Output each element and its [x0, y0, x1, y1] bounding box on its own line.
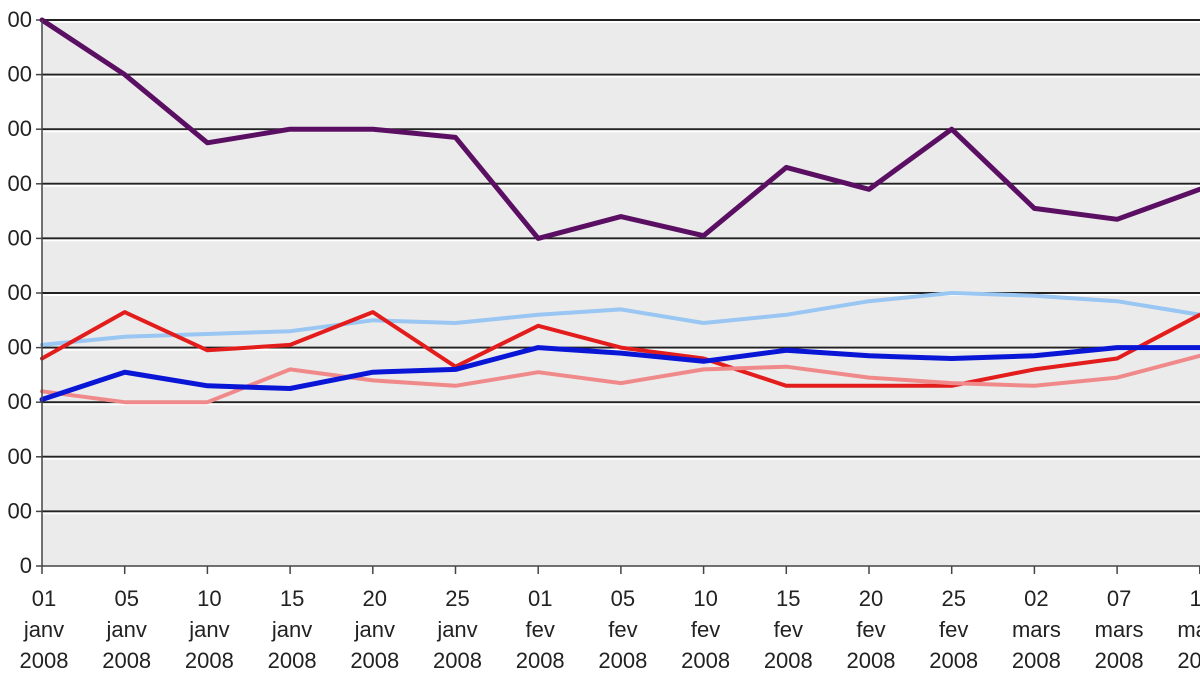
x-tick-label-line: 2008 — [102, 648, 151, 673]
x-tick-label-line: 01 — [32, 586, 56, 611]
x-tick-label-line: 05 — [114, 586, 138, 611]
x-tick-label-line: janv — [436, 617, 477, 642]
x-tick-label-line: 20 — [859, 586, 883, 611]
y-tick-label: 00 — [8, 335, 32, 360]
x-tick-label-line: 2008 — [929, 648, 978, 673]
y-tick-label: 00 — [8, 171, 32, 196]
x-tick-label-line: janv — [23, 617, 64, 642]
x-tick-label-line: 10 — [693, 586, 717, 611]
x-tick-label-line: 2008 — [433, 648, 482, 673]
x-tick-label-line: mars — [1177, 617, 1200, 642]
x-tick-label-line: 2008 — [1095, 648, 1144, 673]
x-tick-label-line: fev — [939, 617, 968, 642]
x-tick-label-line: 20 — [363, 586, 387, 611]
x-tick-label: 20 fev 2008 — [847, 586, 896, 673]
x-tick-label-line: 02 — [1024, 586, 1048, 611]
series-lines — [39, 17, 1200, 405]
y-tick-label: 00 — [8, 116, 32, 141]
x-tick-label-line: fev — [856, 617, 885, 642]
y-tick-label: 00 — [8, 498, 32, 523]
x-tick-label-line: fev — [774, 617, 803, 642]
series-line-2 — [40, 291, 1200, 347]
x-tick-label-line: 2008 — [1177, 648, 1200, 673]
x-tick-label: 15 fev 2008 — [764, 586, 813, 673]
x-tick-label-line: fev — [526, 617, 555, 642]
x-tick-label: 07 mars 2008 — [1095, 586, 1144, 673]
series-line-4 — [40, 353, 1200, 405]
x-tick-label-line: 2008 — [268, 648, 317, 673]
x-tick-label-line: 25 — [445, 586, 469, 611]
x-tick-label-line: 2008 — [847, 648, 896, 673]
x-tick-label-line: 2008 — [598, 648, 647, 673]
x-tick-label-line: fev — [608, 617, 637, 642]
series-line-5 — [39, 345, 1200, 402]
x-tick-label: 01 fev 2008 — [516, 586, 565, 673]
x-tick-label: 05 fev 2008 — [598, 586, 647, 673]
x-tick-label-line: 15 — [776, 586, 800, 611]
x-tick-label-line: 2008 — [20, 648, 69, 673]
x-tick-label-line: 2008 — [350, 648, 399, 673]
x-tick-label-line: 2008 — [185, 648, 234, 673]
x-tick-label-line: 12 — [1190, 586, 1200, 611]
series-line-1 — [39, 17, 1200, 241]
x-tick-label-line: 10 — [197, 586, 221, 611]
x-tick-label-line: janv — [188, 617, 229, 642]
x-tick-label: 25 janv 2008 — [433, 586, 482, 673]
x-tick-label-line: 25 — [941, 586, 965, 611]
x-tick-label: 02 mars 2008 — [1012, 586, 1061, 673]
x-tick-label-line: fev — [691, 617, 720, 642]
x-tick-label-line: 15 — [280, 586, 304, 611]
x-tick-label-line: janv — [271, 617, 312, 642]
y-tick-label: 00 — [8, 62, 32, 87]
x-tick-label: 25 fev 2008 — [929, 586, 978, 673]
x-tick-label: 20 janv 2008 — [350, 586, 399, 673]
x-tick-label-line: mars — [1012, 617, 1061, 642]
x-tick-label-line: 2008 — [681, 648, 730, 673]
x-tick-label: 01 janv 2008 — [20, 586, 69, 673]
y-tick-label: 00 — [8, 389, 32, 414]
x-tick-label: 05 janv 2008 — [102, 586, 151, 673]
x-axis-ticks: 01 janv 2008 05 janv 2008 10 janv 2008 15 janv 2008… — [20, 566, 1200, 673]
x-tick-label: 15 janv 2008 — [268, 586, 317, 673]
x-tick-label-line: janv — [354, 617, 395, 642]
x-tick-label-line: 2008 — [516, 648, 565, 673]
y-tick-label: 00 — [8, 7, 32, 32]
series-line-3 — [40, 310, 1200, 388]
x-tick-label-line: 07 — [1107, 586, 1131, 611]
y-tick-label: 0 — [20, 553, 32, 578]
x-tick-label-line: 2008 — [1012, 648, 1061, 673]
y-tick-label: 00 — [8, 444, 32, 469]
x-tick-label-line: mars — [1095, 617, 1144, 642]
x-tick-label-line: 05 — [611, 586, 635, 611]
x-tick-label-line: 01 — [528, 586, 552, 611]
x-tick-label: 12 mars 2008 — [1177, 586, 1200, 673]
y-tick-label: 00 — [8, 280, 32, 305]
y-tick-label: 00 — [8, 225, 32, 250]
x-tick-label: 10 fev 2008 — [681, 586, 730, 673]
x-tick-label: 10 janv 2008 — [185, 586, 234, 673]
x-tick-label-line: 2008 — [764, 648, 813, 673]
x-tick-label-line: janv — [106, 617, 147, 642]
